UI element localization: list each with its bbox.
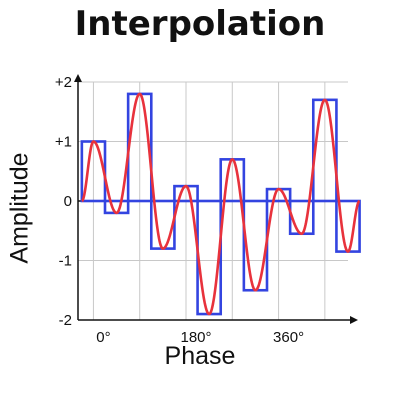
y-tick-label: -1: [59, 253, 72, 270]
x-axis-label: Phase: [164, 342, 236, 370]
y-axis-arrow: [74, 74, 82, 82]
y-tick-label: -2: [59, 312, 72, 329]
x-axis-arrow: [350, 316, 358, 324]
sample-bar: [103, 199, 130, 215]
y-tick-label: +2: [55, 74, 72, 91]
y-tick-label: +1: [55, 134, 72, 151]
x-tick-label: 0°: [96, 329, 110, 346]
x-tick-label: 180°: [180, 329, 211, 346]
sample-bar: [196, 199, 223, 316]
y-tick-label: 0: [64, 193, 72, 210]
interpolated-curve: [81, 92, 361, 316]
x-tick-label: 360°: [273, 329, 304, 346]
page-title: Interpolation: [74, 4, 326, 44]
